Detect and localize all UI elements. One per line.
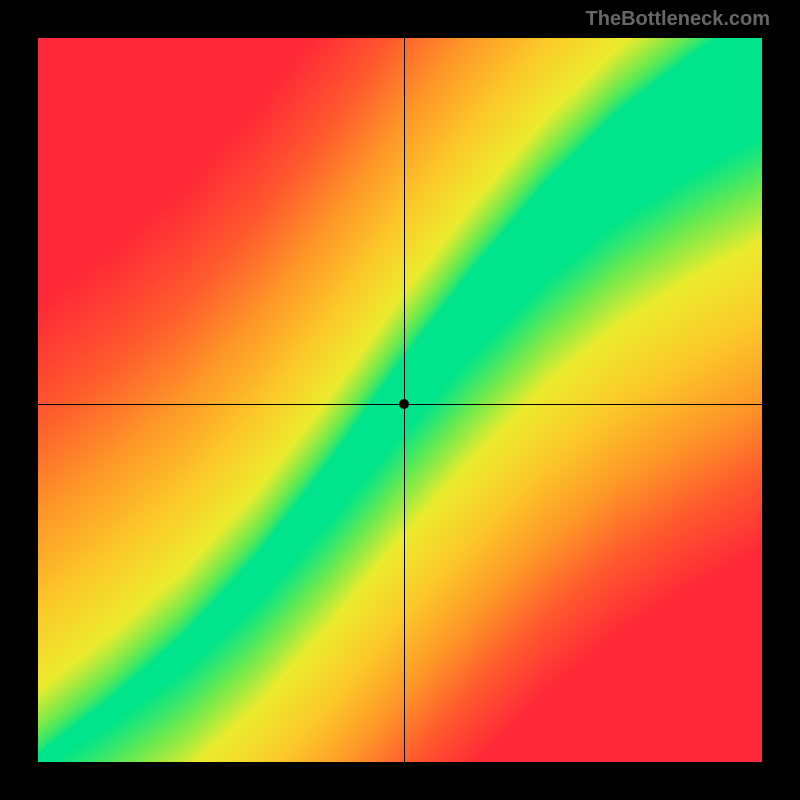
- plot-area: [38, 38, 762, 762]
- crosshair-marker: [399, 399, 409, 409]
- watermark-text: TheBottleneck.com: [586, 8, 770, 31]
